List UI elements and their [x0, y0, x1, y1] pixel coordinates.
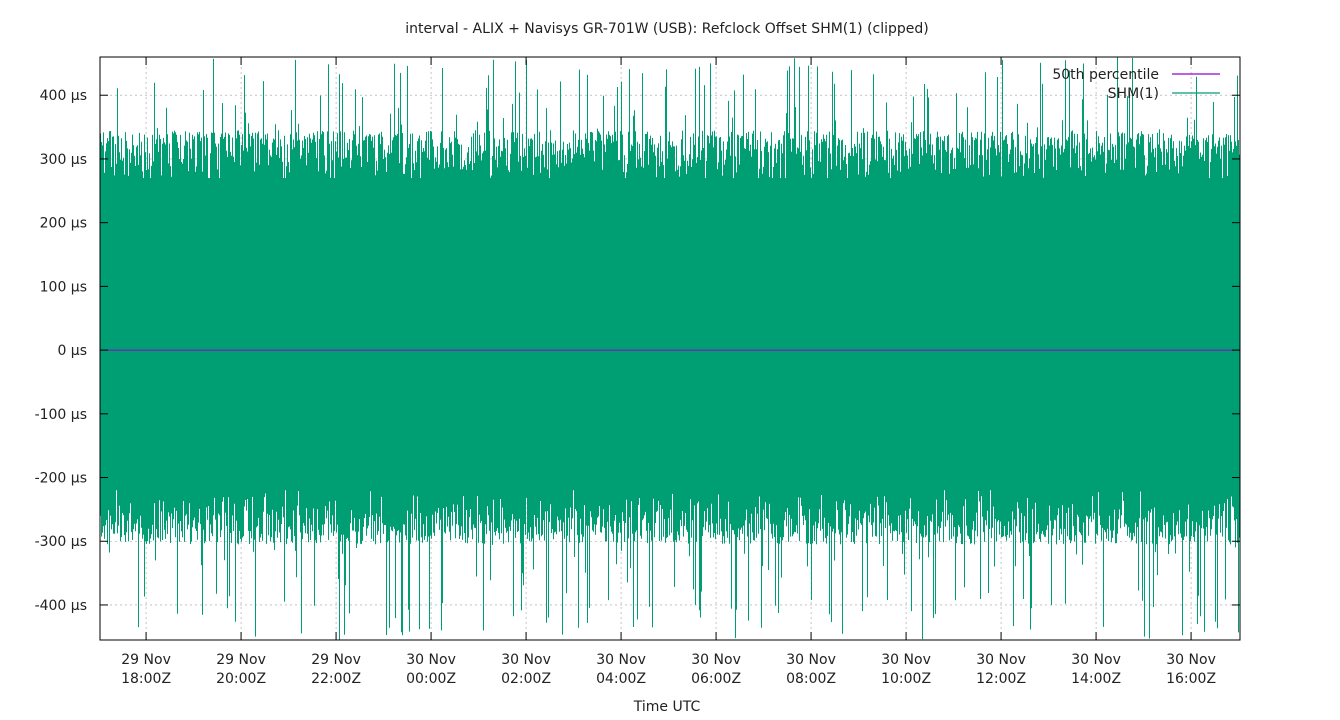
x-tick-label-date: 30 Nov: [976, 652, 1026, 668]
y-tick-label: 400 µs: [40, 88, 87, 104]
chart-title: interval - ALIX + Navisys GR-701W (USB):…: [405, 21, 929, 37]
y-tick-label: -200 µs: [35, 471, 87, 487]
y-tick-label: 300 µs: [40, 152, 87, 168]
x-tick-label-time: 10:00Z: [881, 671, 931, 687]
x-tick-label-time: 02:00Z: [501, 671, 551, 687]
shm1-line: [100, 57, 1240, 640]
y-tick-label: -100 µs: [35, 407, 87, 423]
x-tick-label-date: 30 Nov: [786, 652, 836, 668]
x-tick-label-time: 00:00Z: [406, 671, 456, 687]
x-tick-label-date: 29 Nov: [121, 652, 171, 668]
x-tick-label-time: 06:00Z: [691, 671, 741, 687]
y-axis: 400 µs 300 µs 200 µs 100 µs 0 µs -100 µs -200 …: [35, 88, 1240, 614]
series-shm1: [100, 57, 1240, 640]
x-tick-label-time: 18:00Z: [121, 671, 171, 687]
x-tick-label-date: 30 Nov: [691, 652, 741, 668]
x-tick-label-time: 16:00Z: [1166, 671, 1216, 687]
x-tick-label-date: 30 Nov: [1071, 652, 1121, 668]
y-tick-label: -300 µs: [35, 534, 87, 550]
x-tick-label-time: 12:00Z: [976, 671, 1026, 687]
legend: 50th percentile SHM(1): [1052, 67, 1220, 102]
x-tick-label-date: 30 Nov: [406, 652, 456, 668]
x-tick-label-time: 08:00Z: [786, 671, 836, 687]
y-tick-label: 0 µs: [57, 343, 87, 359]
legend-label-shm1: SHM(1): [1108, 86, 1159, 102]
y-tick-label: 200 µs: [40, 216, 87, 232]
x-axis-label: Time UTC: [633, 699, 701, 715]
x-tick-label-time: 22:00Z: [311, 671, 361, 687]
x-tick-label-date: 30 Nov: [1166, 652, 1216, 668]
x-axis: 29 Nov 18:00Z 29 Nov 20:00Z 29 Nov 22:00Z 30 N…: [121, 57, 1216, 687]
x-tick-label-time: 04:00Z: [596, 671, 646, 687]
x-tick-label-date: 29 Nov: [311, 652, 361, 668]
x-tick-label-date: 30 Nov: [881, 652, 931, 668]
x-tick-label-date: 29 Nov: [216, 652, 266, 668]
plot-frame: [99, 56, 1241, 641]
legend-label-50th-percentile: 50th percentile: [1052, 67, 1159, 83]
y-tick-label: 100 µs: [40, 279, 87, 295]
x-tick-label-time: 14:00Z: [1071, 671, 1121, 687]
y-tick-label: -400 µs: [35, 598, 87, 614]
x-tick-label-date: 30 Nov: [596, 652, 646, 668]
x-tick-label-date: 30 Nov: [501, 652, 551, 668]
x-tick-label-time: 20:00Z: [216, 671, 266, 687]
